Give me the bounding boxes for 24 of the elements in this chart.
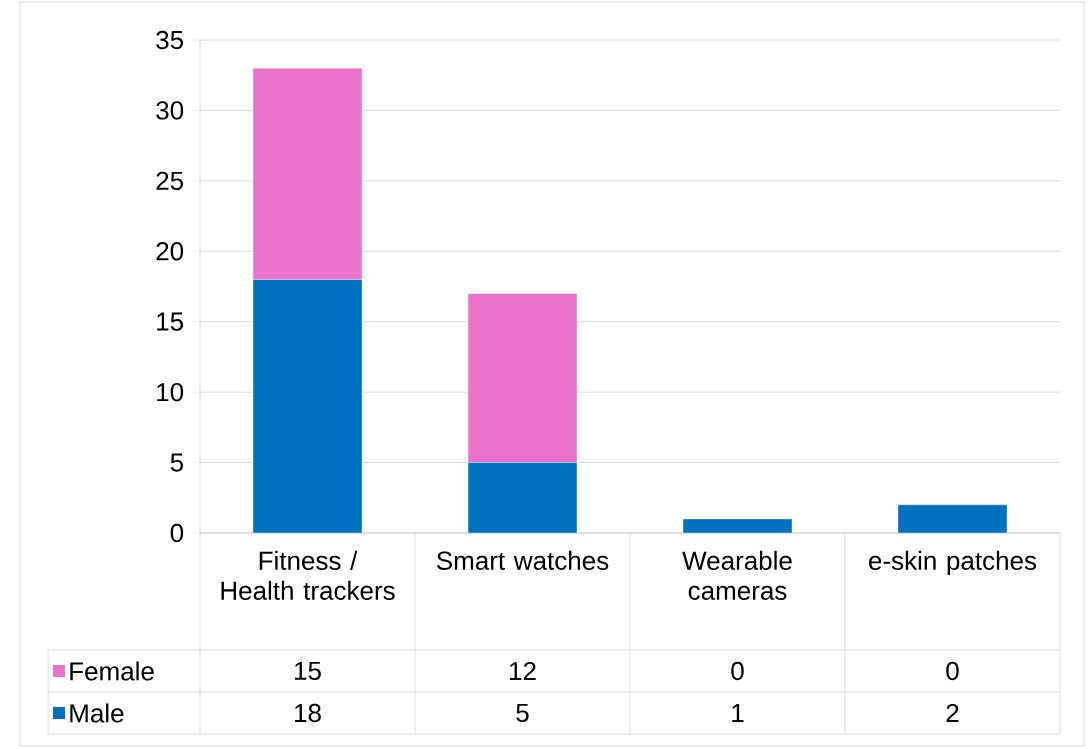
legend-label: Male bbox=[70, 703, 124, 723]
data-label: 12 bbox=[510, 661, 536, 681]
y-tick-label: 35 bbox=[156, 30, 184, 50]
bar bbox=[897, 504, 1008, 534]
data-label: 0 bbox=[731, 661, 744, 681]
y-tick-label: 30 bbox=[156, 101, 184, 120]
data-label: 0 bbox=[946, 661, 959, 681]
data-label: 2 bbox=[946, 703, 959, 723]
y-tick-label: 15 bbox=[157, 312, 184, 331]
y-tick-label: 5 bbox=[170, 453, 184, 472]
x-tick-label: Smart watches bbox=[436, 550, 609, 570]
data-label: 1 bbox=[732, 704, 744, 722]
y-tick-label: 10 bbox=[157, 382, 184, 402]
x-tick-label: e-skin patches bbox=[869, 550, 1037, 576]
data-label: 5 bbox=[516, 703, 529, 723]
bar bbox=[682, 518, 793, 534]
x-tick-label: Wearable cameras bbox=[682, 550, 792, 600]
y-tick-label: 0 bbox=[170, 523, 184, 543]
data-label: 18 bbox=[295, 703, 321, 723]
x-tick-label: Fitness / Health trackers bbox=[221, 550, 395, 600]
legend-label: Female bbox=[70, 661, 154, 681]
data-label: 15 bbox=[295, 661, 321, 681]
y-tick-label: 25 bbox=[156, 171, 184, 191]
y-tick-label: 20 bbox=[156, 242, 184, 261]
